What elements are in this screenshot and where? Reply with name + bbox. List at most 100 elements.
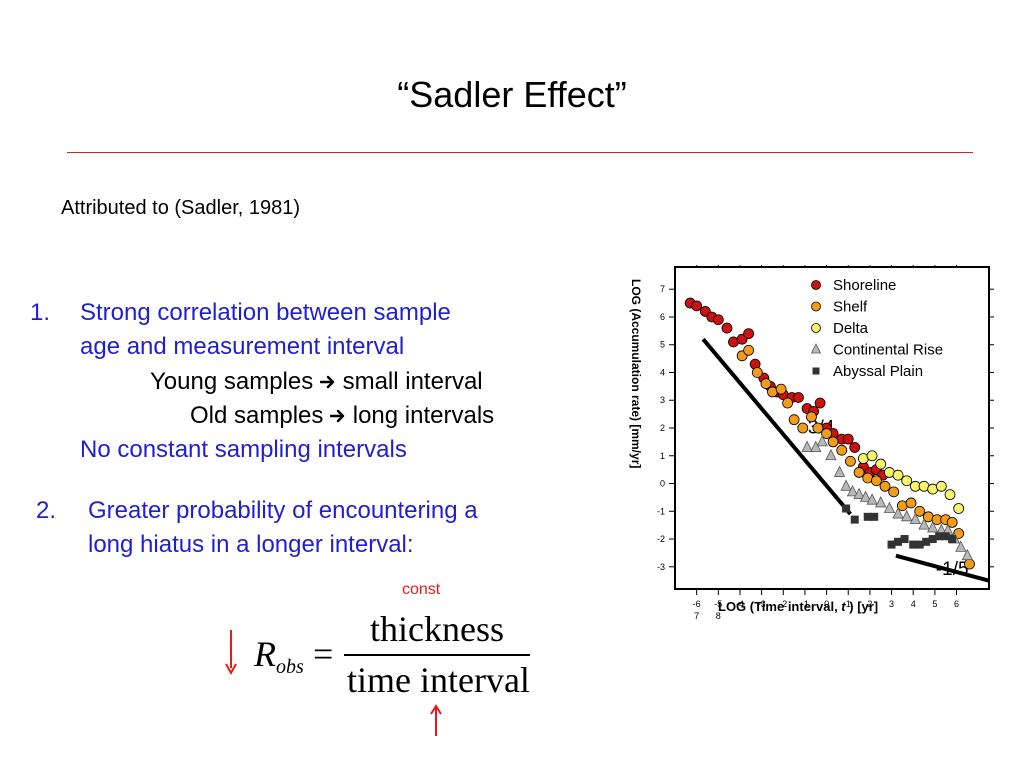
legend-label-abyssal-plain: Abyssal Plain <box>833 363 923 380</box>
shelf-point <box>782 397 794 409</box>
abyssal-plain-point <box>915 540 924 549</box>
legend-label-delta: Delta <box>833 320 869 337</box>
shoreline-point <box>793 392 804 403</box>
legend-marker-continental-rise <box>810 343 822 354</box>
continental-rise-point <box>825 448 837 461</box>
shelf-point <box>806 411 817 423</box>
y-tick-label: -1 <box>657 506 665 516</box>
abyssal-plain-point <box>894 537 903 546</box>
continental-rise-point <box>810 440 822 452</box>
shelf-point <box>888 486 900 498</box>
const-label: const <box>402 581 441 598</box>
legend-marker-abyssal-plain <box>812 367 820 375</box>
continental-rise-point <box>846 484 859 497</box>
legend-label-continental-rise: Continental Rise <box>833 342 943 359</box>
x-axis-label: LOG (Time interval, t ) [yr] <box>718 599 878 614</box>
y-tick-label: 1 <box>660 451 665 461</box>
continental-rise-point <box>918 518 930 530</box>
long-intervals-text: long intervals <box>352 402 495 429</box>
x-tick-label: 3 <box>889 599 894 609</box>
delta-point <box>953 503 965 514</box>
abyssal-plain-point <box>900 535 909 544</box>
shelf-point <box>775 383 787 395</box>
continental-rise-point <box>816 434 828 447</box>
y-tick-label: 7 <box>660 284 665 294</box>
legend-marker-shoreline <box>811 280 821 290</box>
shelf-point <box>870 475 882 487</box>
shelf-point <box>905 497 917 509</box>
shelf-point <box>821 428 832 439</box>
legend-marker-shelf <box>811 301 821 312</box>
abyssal-plain-point <box>870 512 879 521</box>
old-samples-text: Old samples <box>190 402 324 429</box>
small-interval-text: small interval <box>342 368 483 395</box>
legend-label-shoreline: Shoreline <box>833 277 896 294</box>
abyssal-plain-point <box>850 515 859 524</box>
abyssal-plain-point <box>909 540 918 549</box>
point1-young-row: Young samples small interval <box>150 365 483 399</box>
trend-line <box>895 553 990 583</box>
formula-equals: = <box>313 634 334 674</box>
formula-numerator: thickness <box>370 609 504 649</box>
continental-rise-point <box>961 548 973 561</box>
shelf-point <box>797 422 809 434</box>
delta-point <box>901 475 913 487</box>
shelf-point <box>743 344 755 356</box>
y-axis-label: LOG (Accumulation rate) [mm/yr] <box>629 279 643 468</box>
y-tick-label: 0 <box>660 479 665 489</box>
abyssal-plain-point <box>948 535 957 544</box>
down-arrow-icon <box>225 630 237 676</box>
continental-rise-point <box>892 507 904 519</box>
point1-line2: age and measurement interval <box>80 333 405 360</box>
shoreline-point <box>849 442 861 453</box>
point1-number: 1. <box>30 299 51 326</box>
x-tick-label: 5 <box>932 599 937 609</box>
y-tick-label: 2 <box>660 423 665 433</box>
continental-rise-point <box>883 501 896 513</box>
continental-rise-point <box>927 521 939 533</box>
x-tick-label: 0 <box>824 599 829 609</box>
shoreline-point <box>842 433 854 445</box>
shelf-point <box>879 480 891 492</box>
shelf-point <box>836 444 848 456</box>
shoreline-point <box>712 314 724 326</box>
shelf-point <box>946 516 958 528</box>
continental-rise-point <box>801 440 813 452</box>
slide-title: “Sadler Effect” <box>397 74 627 115</box>
x-tick-label: 4 <box>911 599 916 609</box>
shelf-point <box>845 455 856 467</box>
trend-line-label: -1/5 <box>936 559 969 580</box>
delta-point <box>935 480 947 492</box>
abyssal-plain-point <box>842 504 851 513</box>
x-tick-sublabel: 7 <box>694 611 699 621</box>
x-tick-label: -1 <box>801 599 809 609</box>
delta-point <box>892 469 904 481</box>
y-tick-label: 3 <box>660 395 665 405</box>
formula-subscript: obs <box>276 656 304 678</box>
formula-denominator: time interval <box>347 660 530 700</box>
shelf-point <box>812 422 824 434</box>
point1-line5: No constant sampling intervals <box>80 436 407 463</box>
delta-point <box>866 450 878 462</box>
trend-line <box>701 337 852 516</box>
continental-rise-point <box>875 496 887 508</box>
right-arrow-icon <box>319 375 335 389</box>
shoreline-point <box>691 300 703 312</box>
y-tick-label: 4 <box>660 367 665 377</box>
continental-rise-point <box>955 540 967 552</box>
fraction-bar <box>344 654 530 656</box>
abyssal-plain-point <box>935 532 944 541</box>
x-tick-label: -4 <box>736 599 744 609</box>
legend-label-shelf: Shelf <box>833 299 868 316</box>
continental-rise-point <box>840 479 852 491</box>
shelf-point <box>853 467 865 478</box>
x-tick-label: 6 <box>954 599 959 609</box>
x-tick-sublabel: 8 <box>716 611 721 621</box>
x-tick-label: -3 <box>758 599 766 609</box>
point1-line1: Strong correlation between sample <box>80 299 451 326</box>
shelf-point <box>914 505 926 517</box>
young-samples-text: Young samples <box>150 368 314 395</box>
delta-point <box>944 489 956 501</box>
shelf-point <box>751 367 763 378</box>
